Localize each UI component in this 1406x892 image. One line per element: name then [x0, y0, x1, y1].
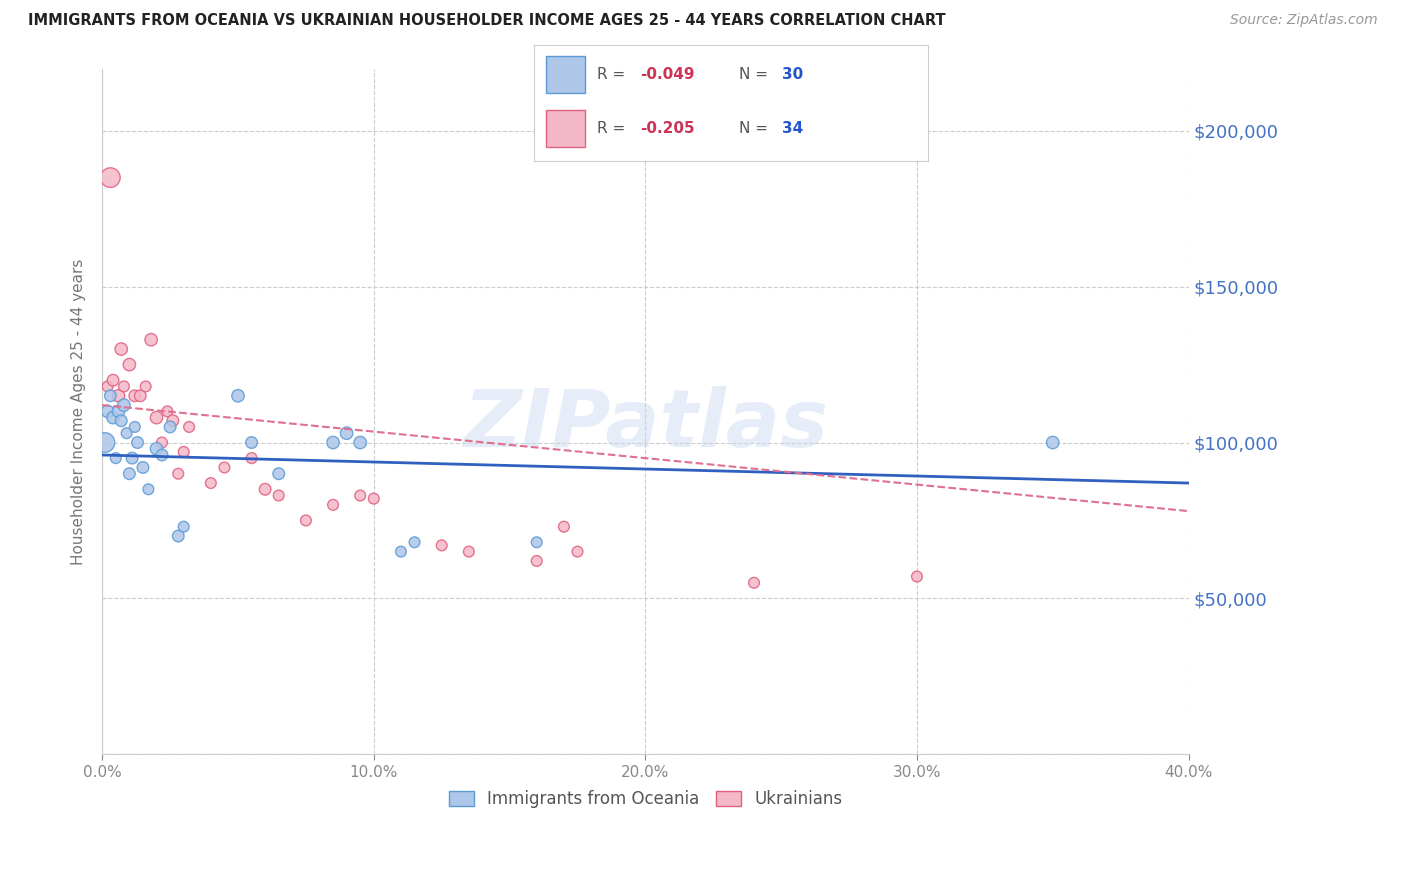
Point: [389, 544, 412, 558]
Text: 30: 30: [782, 67, 804, 82]
Point: [404, 535, 426, 549]
Point: [336, 426, 359, 441]
Point: [129, 389, 152, 403]
Point: [97, 404, 120, 418]
Text: -0.205: -0.205: [641, 120, 695, 136]
Point: [167, 467, 190, 481]
Point: [173, 445, 195, 459]
Bar: [546, 56, 585, 94]
Point: [110, 342, 132, 356]
Point: [553, 519, 575, 533]
Point: [214, 460, 236, 475]
Point: [110, 414, 132, 428]
Point: [118, 467, 141, 481]
Point: [162, 414, 184, 428]
Point: [138, 483, 160, 497]
Point: [145, 410, 167, 425]
Point: [121, 451, 143, 466]
Text: 34: 34: [782, 120, 804, 136]
Point: [124, 420, 146, 434]
Point: [115, 426, 138, 441]
Point: [1042, 435, 1064, 450]
Point: [145, 442, 167, 456]
Point: [112, 379, 135, 393]
Point: [526, 535, 548, 549]
Text: -0.049: -0.049: [641, 67, 695, 82]
Point: [179, 420, 201, 434]
Point: [200, 476, 222, 491]
Point: [240, 435, 263, 450]
Text: R =: R =: [598, 67, 630, 82]
Bar: [546, 110, 585, 146]
Text: IMMIGRANTS FROM OCEANIA VS UKRAINIAN HOUSEHOLDER INCOME AGES 25 - 44 YEARS CORRE: IMMIGRANTS FROM OCEANIA VS UKRAINIAN HOU…: [28, 13, 946, 29]
Legend: Immigrants from Oceania, Ukrainians: Immigrants from Oceania, Ukrainians: [441, 783, 849, 814]
Point: [349, 435, 371, 450]
Point: [112, 398, 135, 412]
Text: N =: N =: [740, 120, 773, 136]
Point: [322, 498, 344, 512]
Point: [905, 569, 928, 583]
Point: [127, 435, 149, 450]
Point: [97, 379, 120, 393]
Point: [101, 410, 124, 425]
Text: ZIPatlas: ZIPatlas: [463, 386, 828, 464]
Point: [267, 489, 290, 503]
Point: [295, 513, 318, 527]
Point: [240, 451, 263, 466]
Point: [567, 544, 589, 558]
Point: [267, 467, 290, 481]
Point: [101, 373, 124, 387]
Point: [132, 460, 155, 475]
Point: [139, 333, 162, 347]
Point: [107, 404, 129, 418]
Point: [124, 389, 146, 403]
Text: R =: R =: [598, 120, 630, 136]
Point: [107, 389, 129, 403]
Point: [98, 170, 121, 185]
Point: [173, 519, 195, 533]
Text: Source: ZipAtlas.com: Source: ZipAtlas.com: [1230, 13, 1378, 28]
Point: [226, 389, 249, 403]
Point: [118, 358, 141, 372]
Point: [156, 404, 179, 418]
Point: [363, 491, 385, 506]
Point: [167, 529, 190, 543]
Y-axis label: Householder Income Ages 25 - 44 years: Householder Income Ages 25 - 44 years: [72, 258, 86, 565]
Point: [526, 554, 548, 568]
Point: [254, 483, 277, 497]
Point: [457, 544, 479, 558]
Point: [322, 435, 344, 450]
Point: [94, 435, 117, 450]
Point: [150, 435, 173, 450]
Point: [135, 379, 157, 393]
Point: [430, 538, 453, 552]
Point: [150, 448, 173, 462]
Point: [742, 575, 765, 590]
Point: [159, 420, 181, 434]
Point: [98, 389, 121, 403]
Point: [349, 489, 371, 503]
Text: N =: N =: [740, 67, 773, 82]
Point: [104, 451, 127, 466]
